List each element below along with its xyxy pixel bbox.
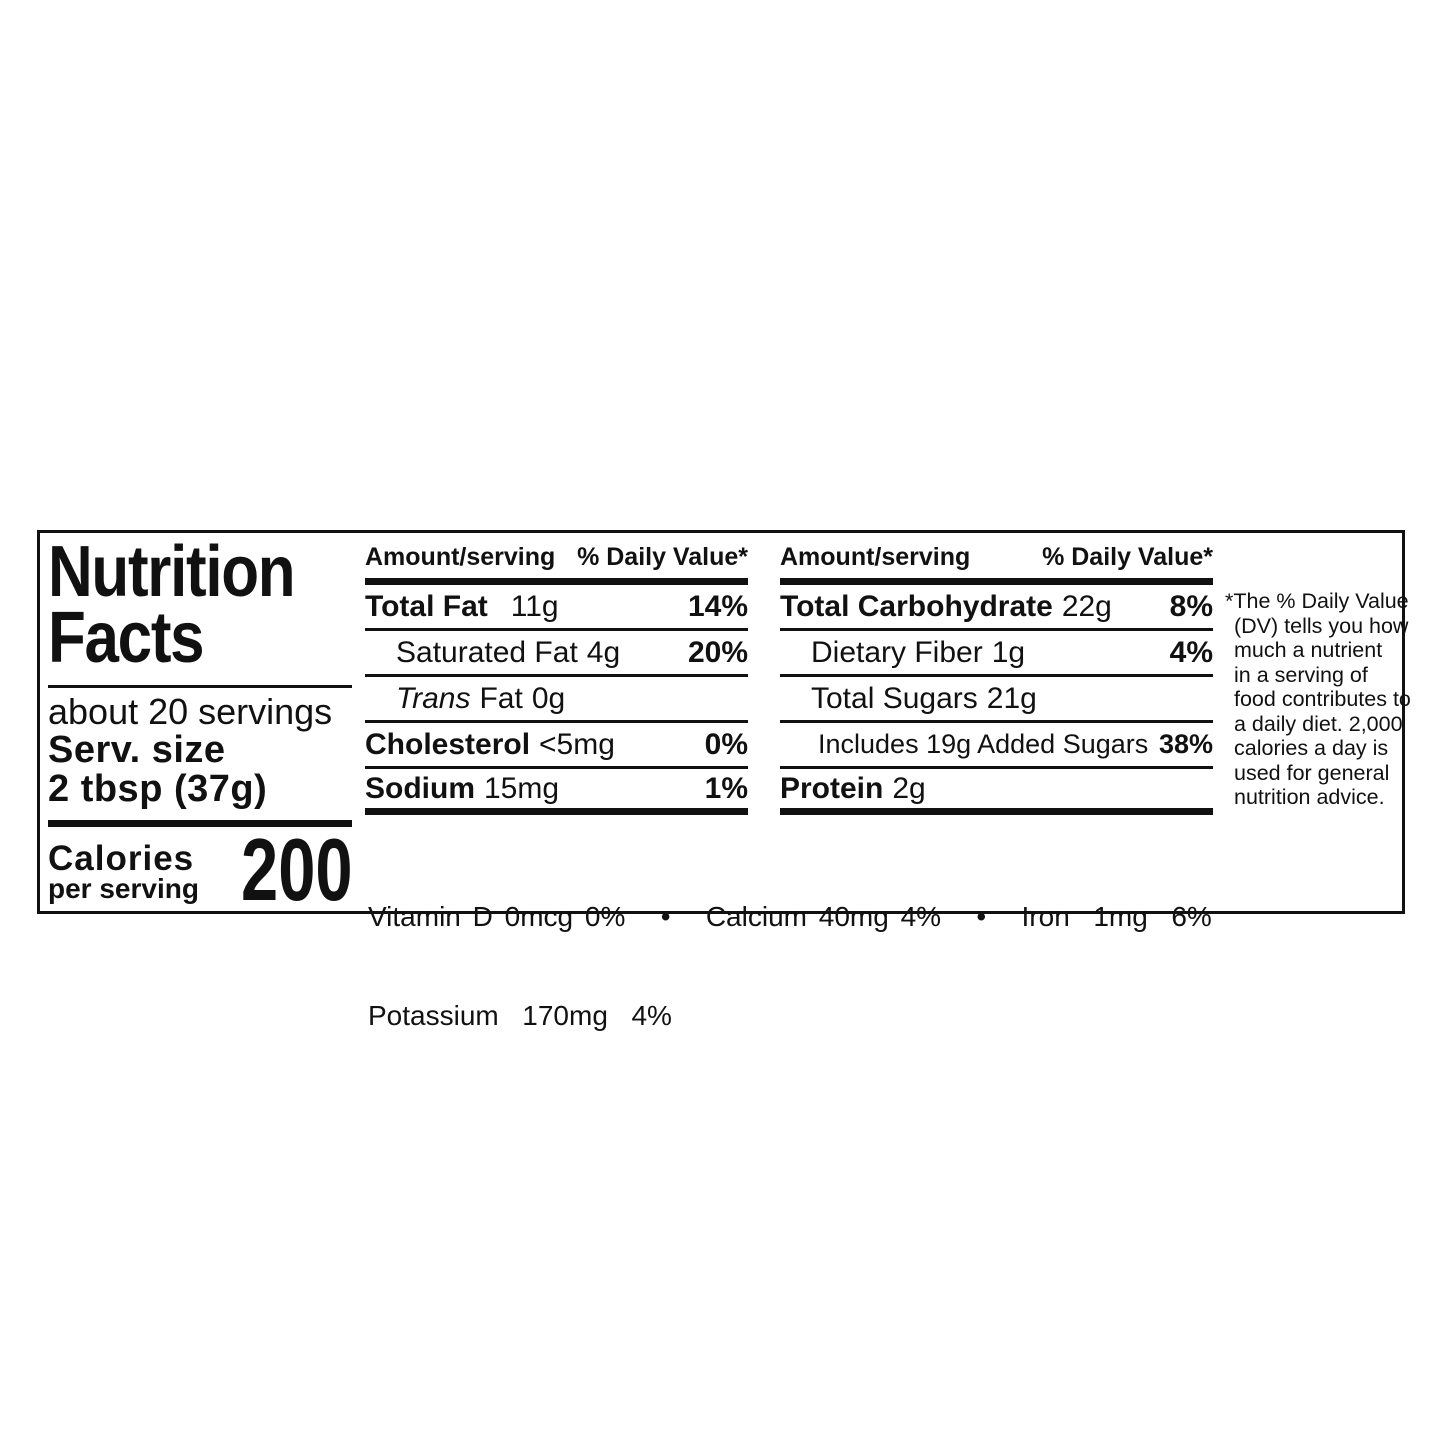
nutrient-row-total-fat: Total Fat 11g 14% — [365, 585, 748, 631]
nutrient-row-total-carbohydrate: Total Carbohydrate 22g 8% — [780, 585, 1213, 631]
nutrient-row-trans-fat: Trans Fat 0g — [365, 677, 748, 723]
nutrient-amount: 15mg — [484, 771, 560, 805]
nutrient-row-total-sugars: Total Sugars 21g — [780, 677, 1213, 723]
nutrient-row-added-sugars: Includes 19g Added Sugars 38% — [780, 723, 1213, 769]
label-title-line1: Nutrition — [48, 532, 296, 612]
micronutrients-line2: Potassium 170mg 4% — [368, 1000, 672, 1031]
footnote-line: *The % Daily Value — [1225, 589, 1409, 613]
nutrient-row-protein: Protein 2g — [780, 769, 1213, 815]
divider-thick — [780, 578, 1213, 585]
fat-column: Amount/serving % Daily Value* Total Fat … — [365, 533, 748, 815]
footnote-line: a daily diet. 2,000 — [1234, 711, 1403, 736]
divider-thick — [365, 578, 748, 585]
nutrient-daily-value: 20% — [687, 635, 748, 669]
divider-thin — [48, 685, 352, 688]
nutrient-amount: 22g — [1061, 589, 1112, 623]
footnote-line: much a nutrient — [1234, 638, 1383, 662]
nutrient-amount: <5mg — [539, 727, 615, 761]
amount-per-serving-header: Amount/serving — [365, 543, 556, 571]
footnote-line: in a serving of — [1234, 662, 1368, 687]
nutrient-daily-value: 38% — [1158, 729, 1213, 759]
nutrient-amount: 11g — [510, 589, 559, 623]
daily-value-header: % Daily Value* — [1042, 543, 1213, 571]
nutrient-amount: 1g — [991, 635, 1026, 669]
nutrient-amount: 4g — [586, 635, 621, 669]
nutrient-amount: 2g — [892, 771, 926, 805]
nutrient-daily-value: 4% — [1169, 635, 1213, 669]
nutrient-row-cholesterol: Cholesterol <5mg 0% — [365, 723, 748, 769]
nutrient-name: Protein — [780, 771, 884, 805]
nutrient-name: Total Fat — [365, 589, 488, 623]
footnote-line: food contributes to — [1234, 687, 1411, 711]
serving-size-value: 2 tbsp (37g) — [48, 768, 268, 810]
label-left-column: Nutrition Facts about 20 servings Serv. s… — [48, 536, 353, 919]
calories-value: 200 — [240, 820, 353, 919]
calories-sublabel: per serving — [48, 873, 199, 904]
divider-thick — [48, 820, 352, 827]
nutrient-name: Total Sugars — [811, 681, 978, 715]
nutrient-row-sodium: Sodium 15mg 1% — [365, 769, 748, 815]
nutrient-name-rest: Fat — [479, 681, 523, 715]
nutrient-name: Cholesterol — [365, 727, 531, 761]
fat-column-header: Amount/serving % Daily Value* — [365, 533, 748, 578]
nutrient-name: Dietary Fiber — [811, 635, 983, 669]
nutrient-daily-value: 1% — [704, 771, 748, 805]
amount-per-serving-header: Amount/serving — [780, 543, 971, 571]
micronutrients-line1: Vitamin D 0mcg 0% • Calcium 40mg 4% • Ir… — [368, 901, 1212, 932]
nutrient-name-italic: Trans — [396, 681, 471, 715]
nutrient-name: Saturated Fat — [396, 635, 578, 669]
nutrient-name: Sodium — [365, 771, 475, 805]
nutrient-amount: 0g — [531, 681, 566, 715]
nutrient-daily-value: 14% — [687, 589, 748, 623]
nutrient-name: Total Carbohydrate — [780, 589, 1053, 623]
carb-column-header: Amount/serving % Daily Value* — [780, 533, 1213, 578]
nutrient-name: Includes 19g Added Sugars — [818, 729, 1149, 759]
footnote-line: (DV) tells you how — [1234, 613, 1409, 638]
nutrient-row-saturated-fat: Saturated Fat 4g 20% — [365, 631, 748, 677]
calories-block: Calories per serving 200 — [48, 820, 353, 919]
micronutrients-block: Vitamin D 0mcg 0% • Calcium 40mg 4% • Ir… — [368, 834, 1218, 1098]
label-title-line2: Facts — [48, 598, 205, 678]
calories-label: Calories — [48, 839, 195, 878]
nutrient-row-dietary-fiber: Dietary Fiber 1g 4% — [780, 631, 1213, 677]
nutrient-daily-value: 8% — [1169, 589, 1213, 623]
label-title: Nutrition Facts — [48, 536, 309, 674]
calories-words: Calories per serving — [48, 839, 199, 904]
footnote-line: calories a day is — [1234, 736, 1389, 760]
serving-size-label: Serv. size — [48, 729, 226, 771]
carb-column: Amount/serving % Daily Value* Total Carb… — [780, 533, 1213, 815]
nutrient-amount: 21g — [986, 681, 1037, 715]
daily-value-footnote: *The % Daily Value (DV) tells you how mu… — [1225, 589, 1411, 810]
daily-value-header: % Daily Value* — [577, 543, 748, 571]
footnote-line: nutrition advice. — [1234, 785, 1385, 809]
servings-count: about 20 servings — [48, 691, 333, 732]
nutrition-facts-label: Nutrition Facts about 20 servings Serv. s… — [37, 530, 1411, 1031]
nutrient-daily-value: 0% — [704, 727, 748, 761]
footnote-line: used for general — [1234, 760, 1390, 785]
